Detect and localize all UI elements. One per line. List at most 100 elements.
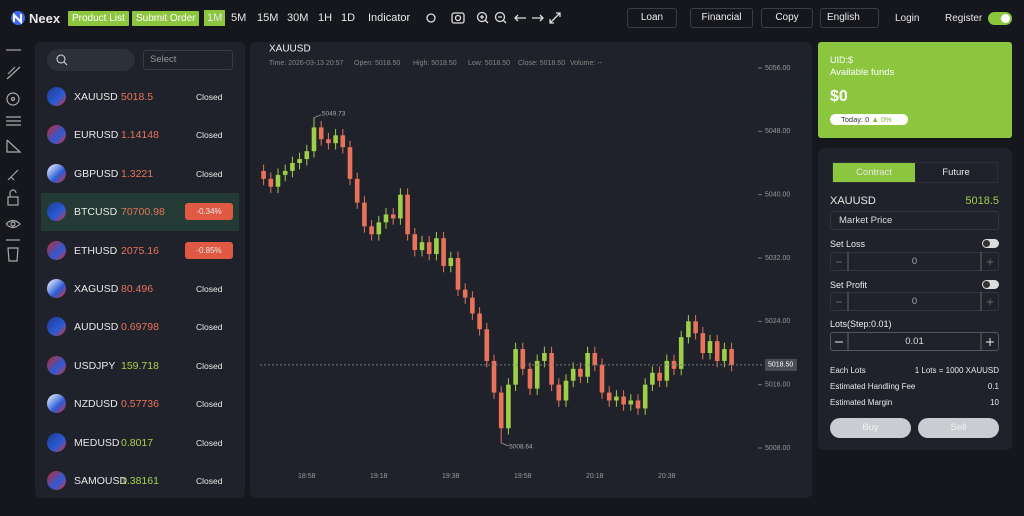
order-type-select[interactable]: Market Price xyxy=(830,211,999,230)
indicator-button[interactable]: Indicator xyxy=(368,12,411,24)
product-row[interactable]: SAMOUSD 1.38161 Closed xyxy=(41,462,239,500)
candle-body xyxy=(383,214,389,223)
product-symbol: BTCUSD xyxy=(74,206,118,219)
trade-price: 5018.5 xyxy=(965,195,999,207)
last-price-label: 5018.50 xyxy=(768,362,793,369)
candle-body xyxy=(599,364,605,393)
y-tick-label: 5040.00 xyxy=(765,192,790,199)
ohlc-info: Close: 5018.50 xyxy=(518,60,565,67)
language-select[interactable]: English xyxy=(820,8,879,28)
candle-body xyxy=(578,368,583,377)
product-symbol: USDJPY xyxy=(74,359,116,372)
candle-body xyxy=(268,178,274,187)
login-link[interactable]: Login xyxy=(895,13,920,24)
product-symbol: ETHUSD xyxy=(74,244,118,257)
product-symbol: EURUSD xyxy=(74,129,119,142)
interval-button[interactable]: 15M xyxy=(257,12,279,24)
interval-button[interactable]: 1H xyxy=(318,12,333,24)
product-row[interactable]: GBPUSD 1.3221 Closed xyxy=(41,155,239,193)
candle-body xyxy=(434,238,439,255)
product-row[interactable]: XAUUSD 5018.5 Closed xyxy=(41,78,239,116)
product-row[interactable]: BTCUSD 70700.98 -0.34% xyxy=(41,193,239,232)
candle-body xyxy=(412,234,418,251)
candlestick-chart: XAUUSD Time: 2026-03-13 20:57 Open: 5018.… xyxy=(260,44,797,480)
product-icon xyxy=(47,163,66,183)
copy-button[interactable]: Copy xyxy=(761,8,813,28)
product-price: 1.14148 xyxy=(121,129,159,142)
candle-body xyxy=(527,368,533,389)
product-price: 0.69798 xyxy=(121,321,159,334)
candle-body xyxy=(354,178,360,203)
interval-button[interactable]: 5M xyxy=(231,12,247,24)
status: Closed xyxy=(196,92,223,102)
candle-body xyxy=(290,163,295,171)
y-tick-label: 5056.00 xyxy=(765,65,790,72)
lots-input[interactable]: 0.01 xyxy=(830,332,999,351)
top-bar: Neex Product List Submit Order 1M 5M 15M 30… xyxy=(0,0,1024,38)
interval-button[interactable]: 1D xyxy=(341,12,356,24)
order-type: Market Price xyxy=(839,215,893,226)
stepper-icons xyxy=(835,252,994,351)
buy-button[interactable]: Buy xyxy=(830,418,911,438)
product-row[interactable]: EURUSD 1.14148 Closed xyxy=(41,116,239,154)
copy-label: Copy xyxy=(775,12,799,23)
loss-value: 0 xyxy=(911,256,918,267)
search-box[interactable] xyxy=(47,49,135,71)
loan-button[interactable]: Loan xyxy=(627,8,677,28)
candle-body xyxy=(592,353,598,365)
candle-body xyxy=(441,238,446,266)
candle-body xyxy=(621,396,626,405)
chart-panel: XAUUSD Time: 2026-03-13 20:57 Open: 5018.… xyxy=(250,42,812,498)
product-row[interactable]: NZDUSD 0.57736 Closed xyxy=(41,385,239,423)
ohlc-info: Volume: -- xyxy=(570,60,603,67)
detail-value: 0.1 xyxy=(987,382,999,391)
sell-button[interactable]: Sell xyxy=(918,418,999,438)
last-price-box xyxy=(765,358,797,371)
product-icon xyxy=(47,125,66,145)
set-profit-toggle[interactable] xyxy=(982,280,999,289)
product-symbol: NZDUSD xyxy=(74,398,118,411)
product-icon xyxy=(47,317,66,337)
register-link[interactable]: Register xyxy=(945,13,983,24)
product-row[interactable]: USDJPY 159.718 Closed xyxy=(41,347,239,385)
product-row[interactable]: AUDUSD 0.69798 Closed xyxy=(41,308,239,346)
product-symbol: SAMOUSD xyxy=(74,475,128,487)
profit-value: 0 xyxy=(911,296,918,307)
candle-body xyxy=(470,297,475,314)
x-tick-label: 19:38 xyxy=(442,473,460,480)
candle-body xyxy=(498,392,504,429)
future-tab[interactable]: Future xyxy=(942,167,970,178)
product-symbol: MEDUSD xyxy=(74,436,120,449)
product-row[interactable]: XAGUSD 80.496 Closed xyxy=(41,270,239,308)
candle-body xyxy=(606,392,612,401)
product-list-button[interactable]: Product List xyxy=(68,11,129,26)
submit-order-button[interactable]: Submit Order xyxy=(132,11,200,26)
product-price: 1.3221 xyxy=(121,167,154,180)
high-label: 5049.73 xyxy=(322,110,346,117)
product-row[interactable]: ETHUSD 2075.16 -0.85% xyxy=(41,232,239,270)
today-value: Today: 0 xyxy=(841,115,870,124)
product-icon xyxy=(47,279,66,298)
financial-button[interactable]: Financial xyxy=(690,8,753,28)
logo-text: Neex xyxy=(29,11,61,26)
product-icon xyxy=(47,87,66,106)
candle-body xyxy=(455,258,461,290)
interval-button[interactable]: 1M xyxy=(204,10,226,26)
product-row[interactable]: MEDUSD 0.8017 Closed xyxy=(41,424,239,462)
contract-tab[interactable]: Contract xyxy=(833,163,915,182)
status: Closed xyxy=(196,360,223,371)
candle-body xyxy=(347,147,353,179)
x-tick-label: 20:38 xyxy=(658,473,676,480)
financial-label: Financial xyxy=(701,12,742,23)
x-tick-label: 19:18 xyxy=(370,473,388,480)
theme-toggle[interactable] xyxy=(988,12,1012,25)
candle-body xyxy=(556,384,562,401)
interval-button[interactable]: 30M xyxy=(287,12,309,24)
loss-input[interactable]: 0 xyxy=(830,252,999,271)
candle-body xyxy=(664,360,670,381)
product-icon xyxy=(47,471,66,490)
set-loss-toggle[interactable] xyxy=(982,239,999,248)
profit-input[interactable]: 0 xyxy=(830,292,999,311)
filter-select[interactable]: Select xyxy=(143,50,233,70)
candle-body xyxy=(477,313,482,330)
